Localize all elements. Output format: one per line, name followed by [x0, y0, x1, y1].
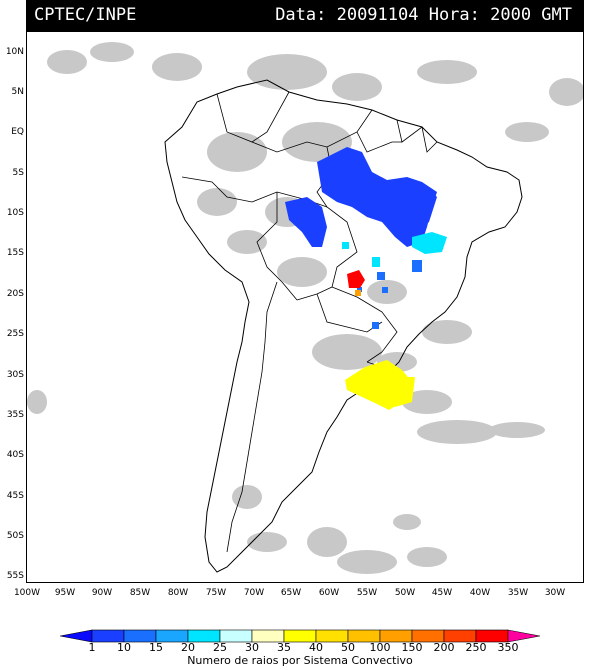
title-bar: CPTEC/INPE Data: 20091104 Hora: 2000 GMT: [26, 0, 584, 31]
colorbar-tick-label: 50: [341, 641, 355, 654]
system-blue: [285, 147, 437, 247]
lon-label-30w: 30W: [544, 588, 566, 598]
colorbar-swatch: [507, 629, 541, 643]
lat-label-eq: EQ: [11, 127, 24, 137]
cloud-cover: [27, 42, 583, 574]
lat-label-15s: 15S: [6, 248, 24, 258]
datetime-label: Data: 20091104 Hora: 2000 GMT: [275, 5, 572, 25]
lat-label-5n: 5N: [11, 87, 24, 97]
colorbar-tick-label: 150: [401, 641, 423, 654]
system-cyan: [342, 232, 447, 267]
system-red: [347, 270, 365, 288]
lon-label-65w: 65W: [280, 588, 302, 598]
lon-label-50w: 50W: [394, 588, 416, 598]
lon-label-75w: 75W: [205, 588, 227, 598]
lon-label-90w: 90W: [91, 588, 113, 598]
system-orange: [355, 290, 361, 296]
colorbar-tick-label: 30: [245, 641, 259, 654]
lat-label-35s: 35S: [6, 410, 24, 420]
colorbar-tick-label: 15: [149, 641, 163, 654]
colorbar-tick-label: 25: [213, 641, 227, 654]
map-canvas: [27, 42, 583, 574]
colorbar-tick-label: 100: [369, 641, 391, 654]
lon-label-55w: 55W: [356, 588, 378, 598]
lon-label-35w: 35W: [507, 588, 529, 598]
lon-label-70w: 70W: [243, 588, 265, 598]
lat-label-30s: 30S: [6, 370, 24, 380]
colorbar-tick-label: 35: [277, 641, 291, 654]
lon-label-80w: 80W: [167, 588, 189, 598]
lat-label-5s: 5S: [12, 168, 24, 178]
lat-label-45s: 45S: [6, 491, 24, 501]
lat-label-10s: 10S: [6, 208, 24, 218]
colorbar-tick-label: 250: [465, 641, 487, 654]
lon-label-85w: 85W: [129, 588, 151, 598]
lat-label-55s: 55S: [6, 571, 24, 581]
colorbar-tick-label: 20: [181, 641, 195, 654]
map-panel[interactable]: [26, 31, 584, 583]
colorbar-tick-label: 40: [309, 641, 323, 654]
convective-systems: [285, 147, 447, 410]
lat-label-10n: 10N: [5, 47, 24, 57]
colorbar-tick-label: 10: [117, 641, 131, 654]
source-label: CPTEC/INPE: [34, 5, 137, 25]
lon-label-100w: 100W: [13, 588, 41, 598]
lon-label-60w: 60W: [318, 588, 340, 598]
lon-label-95w: 95W: [54, 588, 76, 598]
colorbar-caption: Numero de raios por Sistema Convectivo: [187, 654, 413, 667]
lon-label-45w: 45W: [431, 588, 453, 598]
lon-label-40w: 40W: [469, 588, 491, 598]
lat-label-40s: 40S: [6, 450, 24, 460]
colorbar-tick-label: 1: [88, 641, 96, 654]
lat-label-20s: 20S: [6, 289, 24, 299]
colorbar-tick-label: 350: [497, 641, 519, 654]
colorbar-tick-label: 200: [433, 641, 455, 654]
system-yellow: [345, 360, 415, 410]
colorbar: [59, 629, 541, 643]
lat-label-50s: 50S: [6, 531, 24, 541]
system-light-blue: [357, 260, 422, 329]
lat-label-25s: 25S: [6, 329, 24, 339]
